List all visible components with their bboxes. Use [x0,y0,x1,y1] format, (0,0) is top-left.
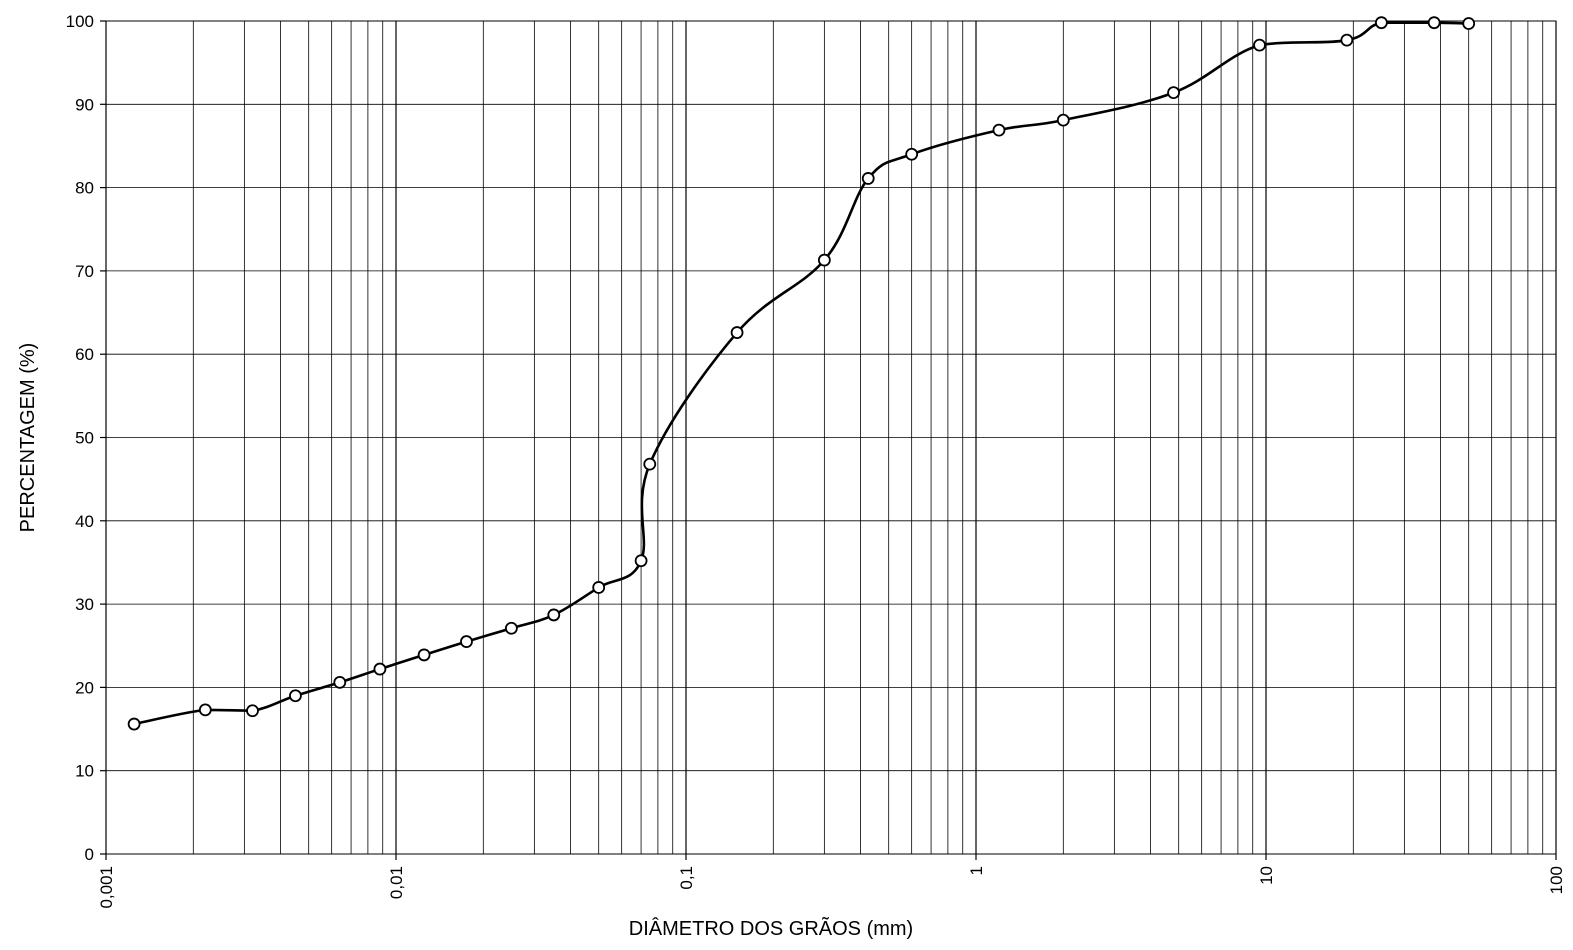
data-point [992,123,1006,137]
x-tick-label: 1 [967,866,986,875]
x-tick-label: 0,1 [677,866,696,890]
data-point [1375,16,1388,30]
y-tick-label: 90 [75,95,94,114]
data-point [730,326,744,339]
x-tick-label: 10 [1257,866,1276,885]
y-tick-label: 40 [75,512,94,531]
data-point [634,554,648,568]
y-tick-label: 20 [75,678,94,697]
data-point [246,704,259,718]
data-point [817,253,831,267]
data-point [505,621,518,635]
y-axis-title: PERCENTAGEM (%) [17,343,39,533]
series-line [133,21,1469,726]
data-point [460,635,473,648]
data-point [289,689,302,703]
tick-labels: 0,001 0,01 0,1 1 10 100 0 10 20 30 40 50 60 70 80 90 100 [66,12,1566,909]
data-point [1056,113,1070,127]
data-point [1167,86,1180,100]
data-point [547,608,561,622]
y-tick-label: 60 [75,345,94,364]
y-tick-label: 10 [75,762,94,781]
x-tick-label: 0,001 [97,866,116,909]
data-point [333,676,347,689]
y-tick-label: 100 [66,12,94,31]
y-tick-label: 50 [75,429,94,448]
y-tick-label: 30 [75,595,94,614]
data-point [417,648,431,662]
data-point [905,147,919,161]
data-point [592,581,606,594]
axis-ticks [100,20,1557,860]
data-point [643,457,657,471]
data-point [127,717,141,731]
x-tick-label: 100 [1547,866,1566,894]
y-tick-label: 80 [75,179,94,198]
data-point [1340,33,1354,47]
x-tick-label: 0,01 [387,866,406,899]
data-point [861,172,875,185]
grid-layer [106,20,1556,855]
data-point [1462,17,1476,30]
data-point [198,703,212,717]
y-tick-label: 70 [75,262,94,281]
data-point [1427,16,1441,30]
x-axis-title: DIÂMETRO DOS GRÃOS (mm) [629,916,913,940]
data-point [373,662,387,676]
data-points [127,16,1476,731]
data-point [1253,38,1266,52]
y-tick-label: 0 [85,845,94,864]
